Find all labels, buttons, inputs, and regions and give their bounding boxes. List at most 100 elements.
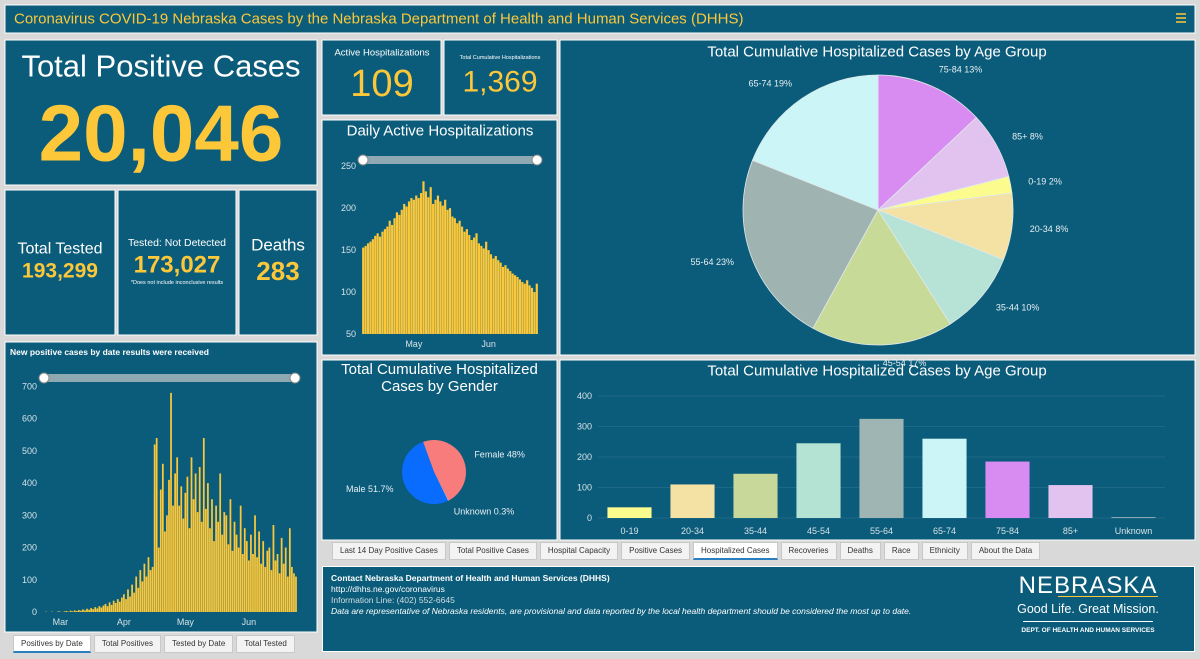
bar (110, 604, 113, 612)
tab[interactable]: Hospital Capacity (539, 542, 619, 560)
bar (196, 512, 199, 612)
bar (388, 220, 391, 334)
bar (497, 260, 500, 334)
bar (200, 521, 203, 612)
slice-label: 55-64 23% (690, 257, 734, 267)
tab[interactable]: Race (883, 542, 919, 560)
bar (383, 229, 386, 334)
bar (523, 283, 526, 334)
pie-slice (877, 74, 977, 211)
x-tick-label: 0-19 (620, 526, 638, 536)
slice-value: 51.7% (368, 484, 394, 494)
bar (241, 554, 244, 612)
slider-handle[interactable] (531, 154, 543, 166)
y-tick-label: 400 (22, 478, 37, 488)
tab[interactable]: Deaths (839, 542, 881, 560)
slice-category: 0-19 (1028, 176, 1046, 186)
panel (4, 39, 318, 186)
kpi-value: 1,369 (462, 66, 537, 99)
slice-label: 75-84 13% (939, 65, 983, 75)
bar (419, 193, 423, 334)
bar (243, 528, 246, 612)
bar (188, 528, 191, 612)
bar (859, 418, 904, 518)
bar (280, 537, 283, 612)
x-tick-label: Mar (53, 617, 69, 627)
tab[interactable]: Recoveries (780, 542, 837, 560)
bar (293, 573, 295, 612)
tab[interactable]: Hospitalized Cases (693, 542, 778, 560)
tab[interactable]: Positives by Date (13, 635, 91, 653)
menu-icon[interactable] (1176, 13, 1186, 23)
slider-handle[interactable] (289, 372, 301, 384)
tab-bar: Last 14 Day Positive Cases Total Positive… (332, 542, 1041, 560)
chart-title: Total Cumulative Hospitalized Cases by G… (341, 361, 538, 395)
range-slider[interactable] (357, 154, 543, 166)
tab[interactable]: Total Positives (93, 635, 161, 653)
bar (127, 589, 129, 612)
bar (209, 528, 211, 612)
bar (482, 248, 485, 334)
slider-handle[interactable] (38, 372, 50, 384)
bar (456, 223, 459, 334)
tab[interactable]: Last 14 Day Positive Cases (332, 542, 446, 560)
logo-slogan: Good Life. Great Mission. (1017, 602, 1159, 616)
bar (118, 601, 121, 612)
pie-slice (812, 209, 951, 346)
tab[interactable]: About the Data (970, 542, 1041, 560)
slice-label: 35-44 10% (996, 303, 1040, 313)
bar (174, 473, 176, 612)
bar (194, 473, 197, 612)
panel (4, 189, 116, 336)
bar (229, 499, 232, 612)
footer-disclaimer: Data are representative of Nebraska resi… (331, 606, 912, 616)
bar (985, 461, 1030, 518)
tab[interactable]: Tested by Date (163, 635, 234, 653)
x-tick-label: May (177, 617, 195, 627)
bar (364, 245, 367, 334)
bar (104, 603, 107, 612)
chart-title: Total Cumulative Hospitalized Cases by A… (707, 363, 1046, 380)
tab[interactable]: Total Positive Cases (448, 542, 537, 560)
bar (427, 197, 430, 334)
bar (69, 610, 72, 612)
bar (260, 563, 263, 612)
x-tick-label: Unknown (1115, 526, 1153, 536)
x-tick-label: 85+ (1063, 526, 1078, 536)
bar (239, 505, 242, 612)
bar (446, 209, 449, 334)
bar (82, 609, 84, 612)
y-tick-label: 0 (587, 513, 592, 523)
bar (393, 218, 396, 334)
footer-url[interactable]: http://dhhs.ne.gov/coronavirus (331, 584, 445, 594)
bar (202, 438, 205, 612)
slice-category: Unknown (454, 506, 492, 516)
bar (391, 224, 394, 334)
tab[interactable]: Ethnicity (921, 542, 968, 560)
bar (135, 576, 138, 612)
tab[interactable]: Positive Cases (621, 542, 691, 560)
bar (607, 507, 652, 518)
pie-slice (401, 441, 449, 505)
bar (207, 483, 209, 612)
bar (198, 467, 201, 612)
chart-title: New positive cases by date results were … (10, 347, 209, 357)
slider-track (43, 374, 296, 382)
tab[interactable]: Total Tested (236, 635, 295, 653)
pie-slice (742, 159, 879, 329)
bar (172, 505, 174, 612)
bar (468, 234, 471, 334)
bar (94, 607, 97, 612)
bar (480, 245, 483, 334)
bar (182, 518, 185, 612)
slider-handle[interactable] (357, 154, 369, 166)
bar (417, 198, 420, 334)
x-tick-label: 20-34 (681, 526, 704, 536)
range-slider[interactable] (38, 372, 301, 384)
y-tick-label: 50 (346, 329, 356, 339)
x-tick-label: 75-84 (996, 526, 1019, 536)
bar (412, 199, 415, 334)
bar (149, 570, 152, 612)
chart-title: Total Cumulative Hospitalized Cases by A… (707, 44, 1046, 61)
slice-label: Male 51.7% (346, 484, 394, 494)
